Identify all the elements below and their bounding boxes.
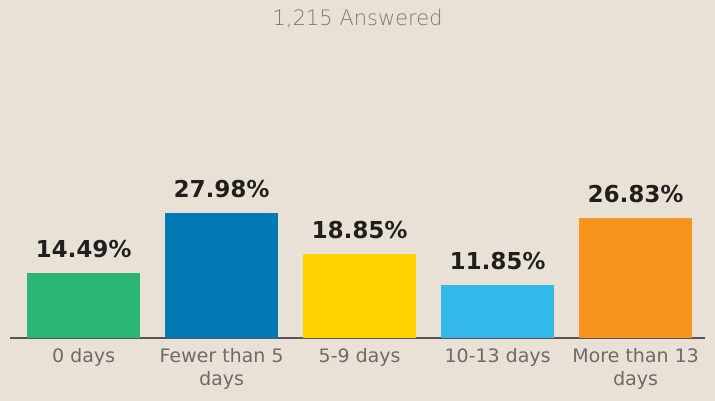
bar bbox=[27, 273, 140, 338]
category-label: Fewer than 5 days bbox=[159, 345, 284, 390]
category-label: 5-9 days bbox=[318, 345, 401, 367]
subtitle: 1,215 Answered bbox=[272, 6, 443, 30]
category-label: More than 13 days bbox=[572, 345, 699, 390]
category-label: 0 days bbox=[52, 345, 115, 367]
value-label: 11.85% bbox=[449, 249, 546, 276]
bar bbox=[579, 218, 692, 338]
baseline bbox=[10, 337, 705, 339]
value-label: 14.49% bbox=[35, 237, 132, 264]
bar bbox=[303, 253, 416, 338]
bar bbox=[441, 285, 554, 338]
category-label: 10-13 days bbox=[444, 345, 551, 367]
value-label: 26.83% bbox=[587, 182, 684, 209]
value-label: 18.85% bbox=[311, 217, 408, 244]
value-label: 27.98% bbox=[173, 177, 270, 203]
bar bbox=[165, 213, 278, 338]
